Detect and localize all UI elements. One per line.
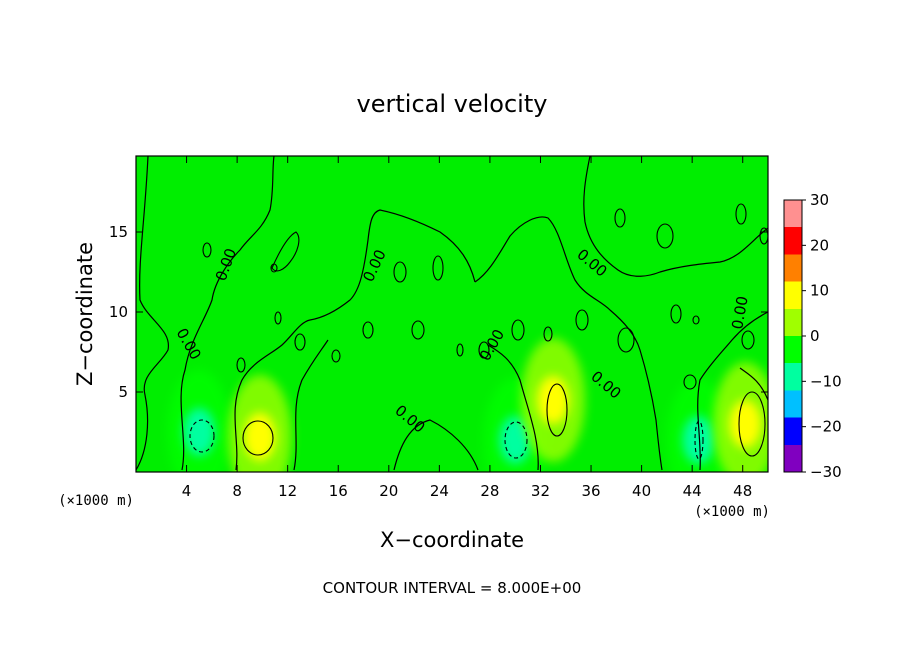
colorbar-ticks: 30 20 10 0 −10 −20 −30 (802, 191, 842, 481)
x-tick-label: 48 (733, 482, 752, 500)
contour-loop-negative (189, 419, 215, 453)
contour-loop (432, 255, 444, 281)
colorbar-tick-label: −10 (810, 372, 842, 390)
contour-loop-positive (738, 391, 766, 457)
contour-loop (683, 374, 697, 390)
x-tick-label: 28 (480, 482, 499, 500)
colorbar-gradient (783, 199, 803, 473)
contour-line (393, 419, 479, 471)
y-tick-label: 10 (109, 303, 128, 321)
contour-loop (543, 326, 553, 342)
closed-contours (189, 203, 768, 460)
y-axis: 5 10 15 (109, 223, 768, 401)
contour-loop (456, 343, 464, 357)
x-tick-label: 36 (581, 482, 600, 500)
x-tick-label: 8 (232, 482, 242, 500)
contour-loop (511, 319, 525, 341)
contour-line (697, 311, 768, 471)
colorbar-tick-label: 0 (810, 327, 820, 345)
x-tick-label: 12 (278, 482, 297, 500)
contour-loop (331, 349, 341, 363)
contour-line (136, 156, 169, 471)
contour-loop-negative (694, 420, 704, 460)
contour-loop (656, 223, 674, 249)
y-axis-title: Z−coordinate (73, 242, 97, 386)
contour-loop (270, 263, 278, 273)
contour-loop-positive (546, 383, 568, 437)
contour-line (293, 339, 329, 471)
x-unit-right: (×1000 m) (694, 504, 770, 520)
contour-loop (670, 304, 682, 324)
contour-loop (362, 321, 374, 339)
contour-loop (274, 311, 282, 325)
contour-line (739, 367, 768, 401)
contour-loop (294, 333, 306, 351)
contour-label: 0.00 (728, 295, 752, 331)
contour-loop (478, 341, 490, 359)
x-tick-label: 4 (182, 482, 192, 500)
contour-line (180, 156, 275, 471)
x-tick-label: 44 (683, 482, 702, 500)
zero-contours (136, 156, 768, 471)
y-tick-label: 15 (109, 223, 128, 241)
colorbar: 30 20 10 0 −10 −20 −30 (783, 191, 842, 481)
x-tick-label: 40 (632, 482, 651, 500)
contour-loop (614, 208, 626, 228)
contour-loop (202, 242, 212, 258)
contour-interval-note: CONTOUR INTERVAL = 8.000E+00 (323, 579, 582, 597)
contour-loop (735, 203, 747, 225)
x-tick-label: 16 (329, 482, 348, 500)
contour-line (234, 209, 476, 471)
plot-frame (135, 155, 769, 473)
field-max (243, 412, 276, 461)
field-min (682, 416, 715, 464)
y-tick-label: 5 (118, 383, 128, 401)
field-max (537, 376, 570, 424)
x-tick-label: 24 (430, 482, 449, 500)
x-axis: 4 8 12 16 20 24 28 32 36 40 44 48 (182, 156, 752, 500)
contour-loop-negative (504, 421, 528, 459)
contour-loop (271, 231, 300, 272)
chart-title: vertical velocity (357, 90, 548, 118)
contour-line (583, 156, 768, 277)
colorbar-tick-label: 10 (810, 282, 829, 300)
colorbar-tick-label: −20 (810, 418, 842, 436)
contour-loop (411, 320, 425, 340)
plot-area: 0.00 0.00 0.00 0.00 0.00 0.00 0.00 0.00 (135, 155, 769, 473)
x-tick-label: 20 (379, 482, 398, 500)
colorbar-tick-label: 20 (810, 236, 829, 254)
field-min (183, 408, 216, 456)
contour-loop (236, 357, 246, 373)
contour-line (487, 344, 539, 471)
x-unit-left: (×1000 m) (58, 493, 134, 509)
x-tick-label: 32 (531, 482, 550, 500)
colorbar-tick-label: −30 (810, 463, 842, 481)
contour-line (474, 216, 663, 471)
contour-loop (741, 330, 755, 350)
contour-loop-positive (242, 420, 274, 456)
contour-loop (575, 309, 589, 331)
field-max (729, 400, 762, 448)
contour-loop (393, 261, 407, 283)
contour-loop (617, 327, 635, 353)
contour-loop (759, 227, 768, 245)
colorbar-tick-label: 30 (810, 191, 829, 209)
x-axis-title: X−coordinate (380, 528, 524, 552)
contour-loop (692, 315, 700, 325)
